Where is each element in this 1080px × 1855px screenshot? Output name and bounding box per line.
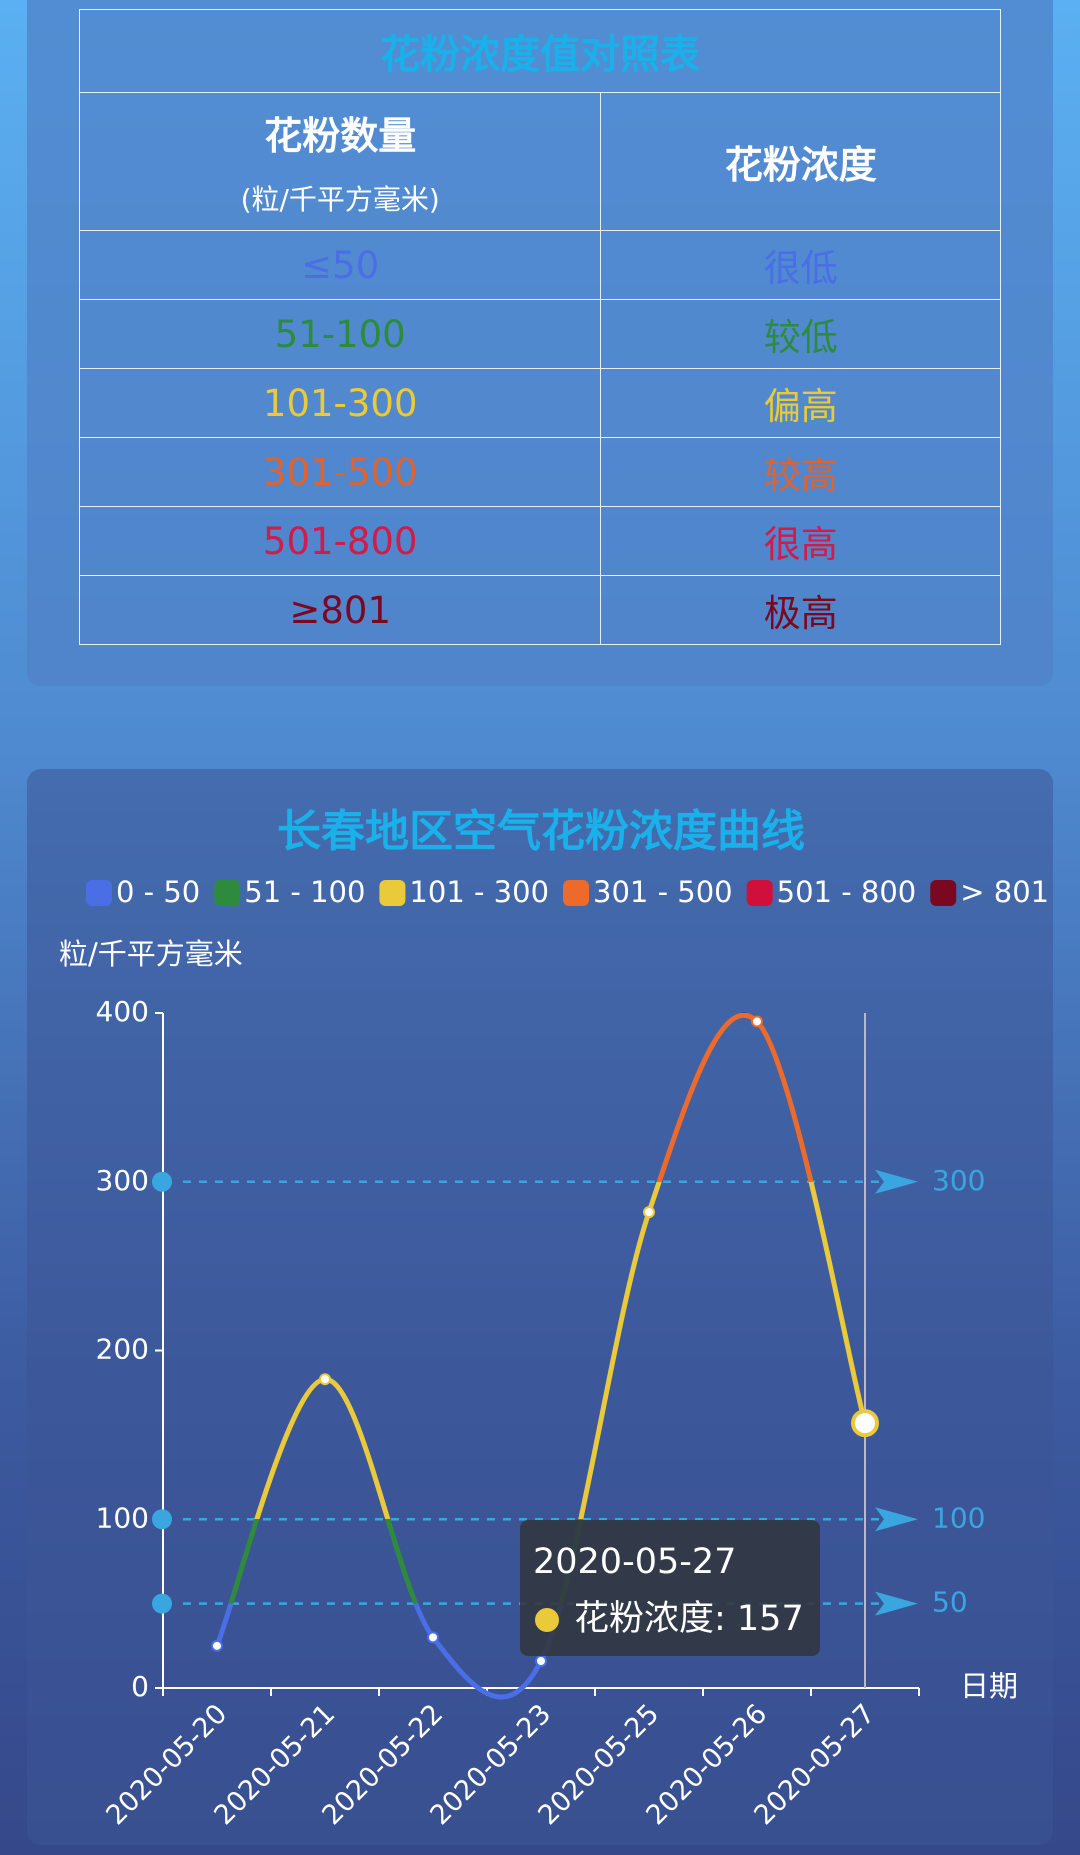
legend-label: > 801 [960, 875, 1049, 909]
legend-label: 0 - 50 [116, 875, 200, 909]
table-row: 51-100 较低 [78, 299, 1001, 369]
range-cell: ≥801 [78, 575, 602, 645]
point [535, 1655, 547, 1667]
level-cell: 较高 [600, 437, 1001, 507]
range-cell: 101-300 [78, 368, 602, 438]
table-card: 花粉浓度值对照表 花粉数量 (粒/千平方毫米) 花粉浓度 ≤50 很低 51-100 较… [27, 0, 1053, 686]
point [751, 1015, 763, 1028]
point [211, 1639, 223, 1652]
level-cell: 偏高 [600, 368, 1001, 438]
table-row: ≥801 极高 [78, 575, 1001, 645]
legend-swatch [86, 880, 112, 906]
tooltip-title: 2020-05-27 [533, 1542, 736, 1582]
legend-label: 301 - 500 [593, 875, 733, 909]
legend-swatch [746, 880, 773, 906]
tooltip-box [520, 1520, 820, 1656]
table-row: 301-500 较高 [78, 437, 1001, 507]
mark-arrow [875, 1591, 918, 1616]
mark-start [152, 1509, 172, 1530]
legend-swatch [930, 880, 957, 906]
point [319, 1373, 331, 1386]
x-axis-title: 日期 [960, 1669, 1018, 1703]
mark-arrow [875, 1507, 918, 1532]
header-count: 花粉数量 [264, 114, 417, 158]
mark-label: 100 [932, 1501, 985, 1534]
y-tick-label: 400 [96, 995, 149, 1028]
level-cell: 极高 [600, 575, 1001, 645]
mark-label: 300 [932, 1164, 985, 1197]
legend-label: 51 - 100 [244, 875, 365, 909]
range-cell: 301-500 [78, 437, 602, 507]
range-cell: 51-100 [78, 299, 602, 369]
header-level: 花粉浓度 [600, 92, 1001, 231]
y-axis-title: 粒/千平方毫米 [59, 937, 243, 971]
legend-swatch [563, 880, 590, 906]
tooltip-dot [535, 1608, 559, 1632]
table-row: 101-300 偏高 [78, 368, 1001, 438]
legend-label: 101 - 300 [409, 875, 549, 909]
point [851, 1409, 879, 1438]
mark-arrow [875, 1169, 918, 1194]
level-cell: 很低 [600, 230, 1001, 300]
legend-swatch [214, 880, 241, 906]
header-unit: (粒/千平方毫米) [240, 183, 440, 216]
table-title: 花粉浓度值对照表 [79, 9, 1001, 93]
y-tick-label: 0 [131, 1670, 149, 1703]
y-tick-label: 200 [96, 1333, 149, 1366]
point [427, 1631, 439, 1644]
y-tick-label: 100 [96, 1501, 149, 1534]
level-cell: 较低 [600, 299, 1001, 369]
mark-start [152, 1171, 172, 1192]
mark-start [152, 1593, 172, 1614]
mark-label: 50 [932, 1586, 968, 1619]
pollen-table: 花粉浓度值对照表 花粉数量 (粒/千平方毫米) 花粉浓度 ≤50 很低 51-100 较… [78, 9, 1001, 645]
y-tick-label: 300 [96, 1164, 149, 1197]
legend-swatch [379, 880, 406, 906]
point [643, 1206, 655, 1219]
chart-title: 长春地区空气花粉浓度曲线 [277, 806, 805, 857]
legend-label: 501 - 800 [777, 875, 917, 909]
tooltip-label: 花粉浓度: 157 [574, 1599, 804, 1639]
